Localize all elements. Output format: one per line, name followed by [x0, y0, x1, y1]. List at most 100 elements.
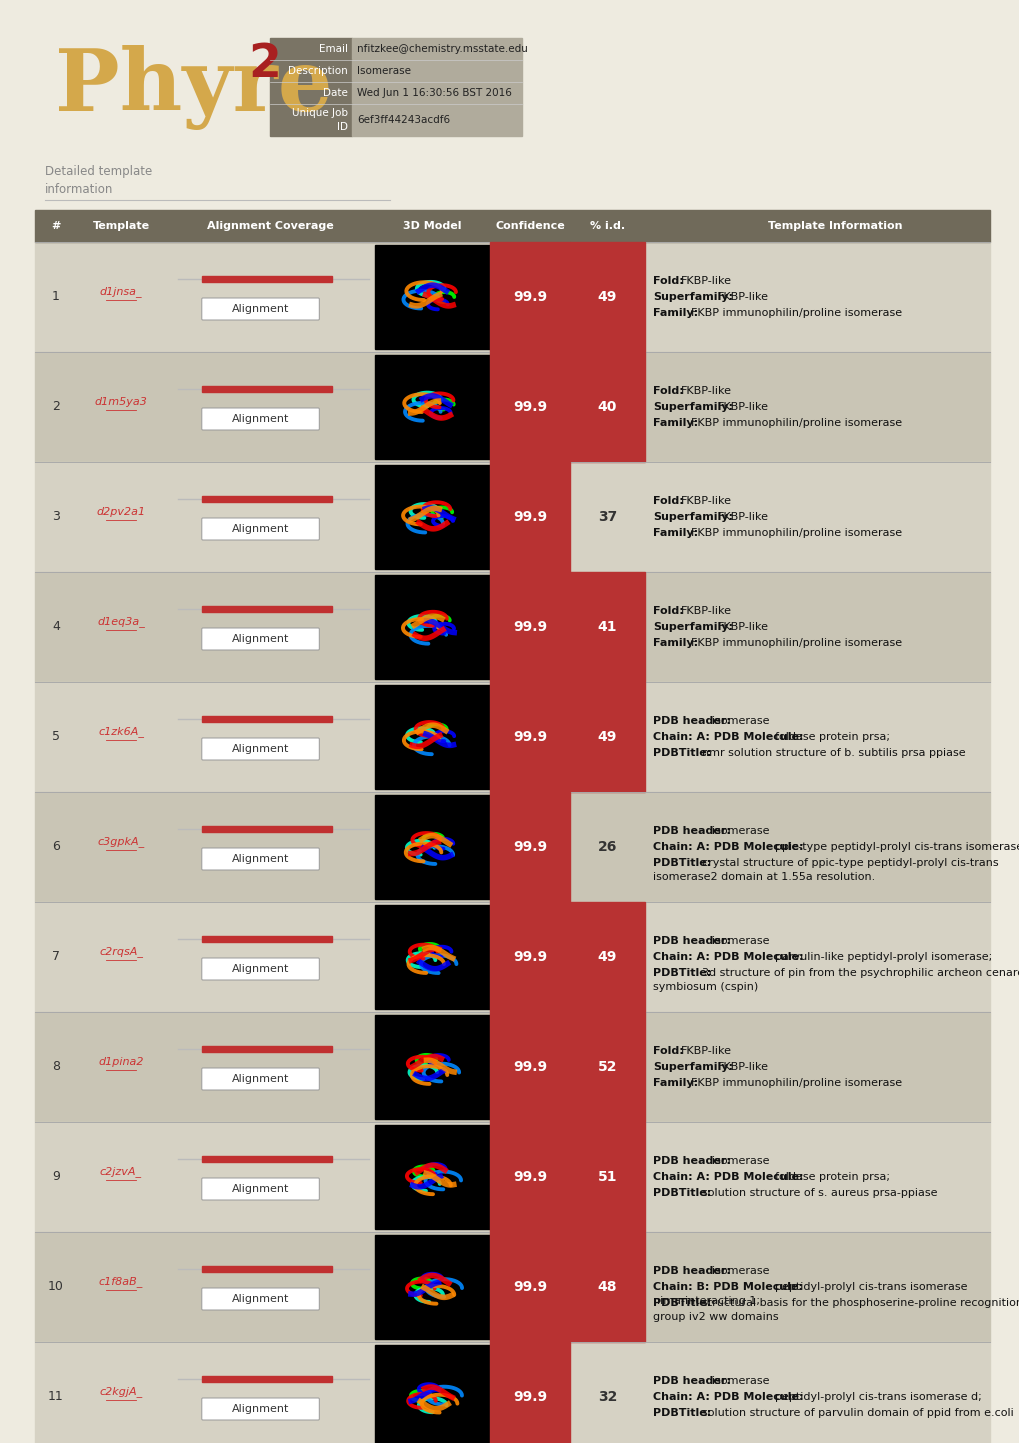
Text: Superfamily:: Superfamily: — [652, 622, 733, 632]
Bar — [270, 61, 352, 82]
Text: isomerase: isomerase — [711, 716, 769, 726]
Text: Chain: A: PDB Molecule:: Chain: A: PDB Molecule: — [652, 952, 803, 962]
Text: Template Information: Template Information — [767, 221, 902, 231]
Text: 3D Model: 3D Model — [403, 221, 462, 231]
Text: FKBP-like: FKBP-like — [681, 1046, 732, 1056]
Text: solution structure of s. aureus prsa-ppiase: solution structure of s. aureus prsa-ppi… — [701, 1188, 936, 1198]
Text: c1zk6A_: c1zk6A_ — [98, 726, 144, 737]
Text: d1m5ya3: d1m5ya3 — [95, 397, 148, 407]
Bar — [570, 571, 644, 683]
Text: 49: 49 — [597, 730, 616, 745]
Text: c2jzvA_: c2jzvA_ — [100, 1166, 142, 1177]
Text: Chain: A: PDB Molecule:: Chain: A: PDB Molecule: — [652, 1172, 803, 1182]
Bar — [202, 1046, 331, 1052]
FancyBboxPatch shape — [202, 408, 319, 430]
Text: FKBP-like: FKBP-like — [681, 496, 732, 506]
Bar — [375, 905, 489, 1009]
FancyBboxPatch shape — [202, 737, 319, 760]
Bar — [489, 1232, 570, 1342]
Bar — [202, 1156, 331, 1162]
Text: 2: 2 — [248, 42, 280, 87]
Text: isomerase: isomerase — [711, 937, 769, 947]
Bar — [489, 1342, 570, 1443]
Text: 5: 5 — [52, 730, 60, 743]
Bar — [35, 1012, 989, 1123]
Text: 26: 26 — [597, 840, 616, 854]
Text: FKBP immunophilin/proline isomerase: FKBP immunophilin/proline isomerase — [691, 418, 902, 429]
Text: FKBP-like: FKBP-like — [716, 1062, 767, 1072]
Text: PDB header:: PDB header: — [652, 825, 731, 835]
FancyBboxPatch shape — [202, 299, 319, 320]
Text: Superfamily:: Superfamily: — [652, 512, 733, 522]
Text: ppic-type peptidyl-prolyl cis-trans isomerase;: ppic-type peptidyl-prolyl cis-trans isom… — [773, 843, 1019, 851]
Text: PDBTitle:: PDBTitle: — [652, 747, 710, 758]
Bar — [352, 82, 522, 104]
Bar — [375, 795, 489, 899]
Bar — [570, 352, 644, 462]
Text: nfitzkee@chemistry.msstate.edu: nfitzkee@chemistry.msstate.edu — [357, 43, 528, 53]
Text: 99.9: 99.9 — [513, 400, 546, 414]
Bar — [352, 104, 522, 136]
Text: parvulin-like peptidyl-prolyl isomerase;: parvulin-like peptidyl-prolyl isomerase; — [773, 952, 990, 962]
Text: Family:: Family: — [652, 1078, 697, 1088]
Text: 99.9: 99.9 — [513, 509, 546, 524]
Text: Isomerase: Isomerase — [357, 66, 411, 76]
Bar — [375, 685, 489, 789]
Text: 9: 9 — [52, 1170, 60, 1183]
Bar — [270, 104, 352, 136]
Text: 99.9: 99.9 — [513, 1390, 546, 1404]
Bar — [35, 683, 989, 792]
Text: d1pina2: d1pina2 — [98, 1058, 144, 1066]
Text: Email: Email — [319, 43, 347, 53]
Text: 99.9: 99.9 — [513, 840, 546, 854]
Text: Chain: A: PDB Molecule:: Chain: A: PDB Molecule: — [652, 1392, 803, 1403]
Text: 49: 49 — [597, 290, 616, 304]
Bar — [570, 242, 644, 352]
Bar — [270, 82, 352, 104]
Text: c2kgjA_: c2kgjA_ — [99, 1387, 143, 1397]
Text: FKBP immunophilin/proline isomerase: FKBP immunophilin/proline isomerase — [691, 528, 902, 538]
Bar — [570, 1012, 644, 1123]
Text: PDBTitle:: PDBTitle: — [652, 1299, 710, 1307]
Text: Alignment: Alignment — [231, 1404, 289, 1414]
Bar — [202, 1266, 331, 1271]
Text: Alignment: Alignment — [231, 1185, 289, 1193]
Text: 3: 3 — [52, 511, 60, 524]
Text: FKBP-like: FKBP-like — [716, 512, 767, 522]
Text: Description: Description — [288, 66, 347, 76]
Text: solution structure of parvulin domain of ppid from e.coli: solution structure of parvulin domain of… — [701, 1408, 1013, 1418]
Text: 40: 40 — [597, 400, 616, 414]
Text: 51: 51 — [597, 1170, 616, 1185]
Text: Alignment: Alignment — [231, 633, 289, 644]
Text: 41: 41 — [597, 620, 616, 633]
Text: 11: 11 — [48, 1391, 64, 1404]
Text: Alignment: Alignment — [231, 854, 289, 864]
Text: c2rqsA_: c2rqsA_ — [99, 947, 143, 958]
Text: PDBTitle:: PDBTitle: — [652, 968, 710, 978]
Text: 48: 48 — [597, 1280, 616, 1294]
Text: Family:: Family: — [652, 307, 697, 317]
Bar — [375, 465, 489, 569]
FancyBboxPatch shape — [202, 1068, 319, 1089]
Text: 37: 37 — [597, 509, 616, 524]
FancyBboxPatch shape — [202, 1177, 319, 1201]
Bar — [35, 352, 989, 462]
Bar — [489, 1123, 570, 1232]
Text: 10: 10 — [48, 1280, 64, 1293]
Text: FKBP-like: FKBP-like — [681, 385, 732, 395]
Bar — [375, 1126, 489, 1229]
Text: PDB header:: PDB header: — [652, 937, 731, 947]
Text: isomerase: isomerase — [711, 1377, 769, 1385]
Text: 99.9: 99.9 — [513, 1170, 546, 1185]
Text: Alignment: Alignment — [231, 304, 289, 315]
Bar — [352, 61, 522, 82]
Text: d1eq3a_: d1eq3a_ — [97, 616, 145, 628]
Text: Phyre: Phyre — [55, 45, 332, 130]
Text: group iv2 ww domains: group iv2 ww domains — [652, 1312, 777, 1322]
Text: 49: 49 — [597, 949, 616, 964]
Bar — [489, 352, 570, 462]
Text: Fold:: Fold: — [652, 496, 683, 506]
FancyBboxPatch shape — [202, 518, 319, 540]
Text: Fold:: Fold: — [652, 1046, 683, 1056]
FancyBboxPatch shape — [202, 628, 319, 649]
